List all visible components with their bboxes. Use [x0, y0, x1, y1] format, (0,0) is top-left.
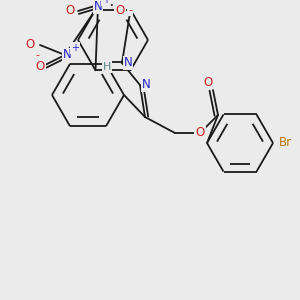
Text: O: O: [65, 4, 75, 17]
Text: -: -: [128, 5, 132, 15]
Text: -: -: [35, 50, 39, 60]
Text: O: O: [35, 61, 45, 74]
Text: H: H: [103, 62, 111, 72]
Text: N: N: [124, 56, 132, 70]
Text: O: O: [195, 127, 205, 140]
Text: +: +: [102, 0, 110, 5]
Text: O: O: [116, 4, 124, 16]
Text: N: N: [142, 79, 150, 92]
Text: N: N: [94, 1, 102, 13]
Text: +: +: [71, 43, 79, 53]
Text: O: O: [203, 76, 213, 88]
Text: N: N: [63, 49, 71, 62]
Text: O: O: [26, 38, 34, 52]
Text: Br: Br: [278, 136, 292, 149]
